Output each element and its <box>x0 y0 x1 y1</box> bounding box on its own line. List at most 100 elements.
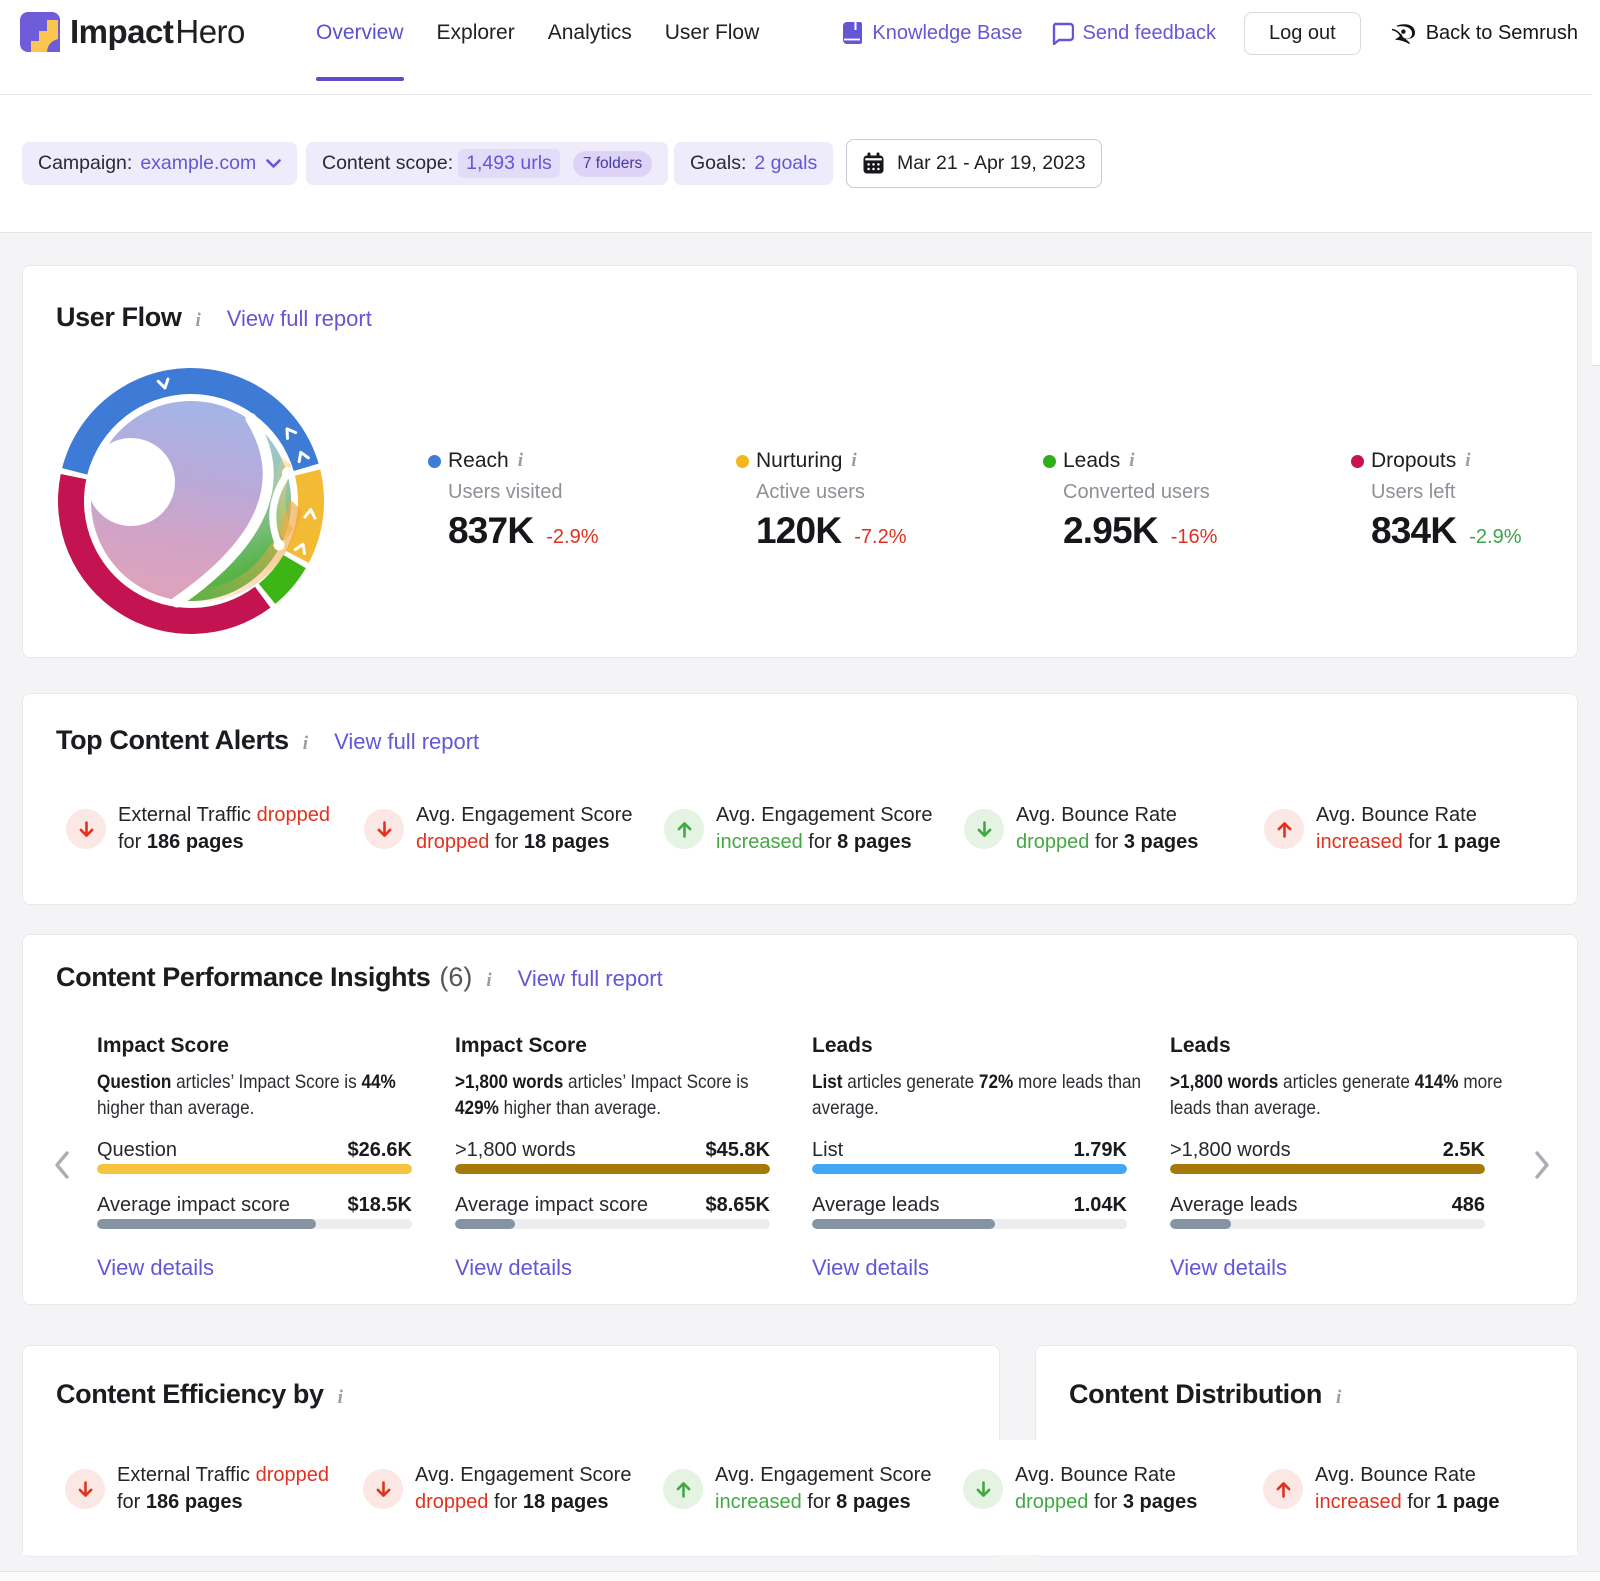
alert-item[interactable]: External Traffic dropped for 186 pages <box>65 1462 329 1516</box>
book-icon <box>843 22 863 44</box>
content-scope-value[interactable]: 1,493 urls <box>458 149 560 178</box>
info-icon[interactable]: i <box>1129 450 1135 471</box>
nav-item-label: Overview <box>316 21 404 44</box>
alert-item[interactable]: External Traffic dropped for 186 pages <box>66 802 330 856</box>
scrollbar-thumb[interactable] <box>1592 233 1600 366</box>
info-icon[interactable]: i <box>1335 1387 1342 1408</box>
insight-card[interactable]: Impact Score Question articles’ Impact Sc… <box>97 1034 412 1281</box>
header-actions: Knowledge Base Send feedback Log out Bac… <box>842 0 1578 66</box>
text-segment: 3 pages <box>1123 831 1199 853</box>
text-segment: Avg. Bounce Rate <box>1015 1464 1176 1486</box>
legend-label: Reach <box>448 449 509 472</box>
legend-subtitle: Users visited <box>448 481 563 503</box>
insight-card[interactable]: Leads List articles generate 72% more lea… <box>812 1034 1141 1281</box>
text-segment: dropped <box>1016 831 1090 853</box>
alert-line-2: dropped for 3 pages <box>1015 1489 1197 1516</box>
flow-segment-leads[interactable] <box>258 554 306 604</box>
view-details-link[interactable]: View details <box>812 1255 929 1280</box>
alert-item[interactable]: Avg. Engagement Score dropped for 18 page… <box>363 1462 631 1516</box>
date-range-value: Mar 21 - Apr 19, 2023 <box>897 152 1086 174</box>
nav-item-explorer[interactable]: Explorer <box>437 21 515 45</box>
insight-card[interactable]: Impact Score >1,800 words articles’ Impac… <box>455 1034 770 1281</box>
back-to-semrush-link[interactable]: Back to Semrush <box>1391 22 1578 45</box>
insight-bar-label: >1,800 words <box>455 1139 576 1161</box>
flow-segment-dropouts[interactable] <box>57 474 271 634</box>
legend-subtitle: Active users <box>756 481 865 503</box>
text-segment: more <box>1458 1071 1503 1093</box>
info-icon[interactable]: i <box>1465 450 1471 471</box>
nav-item-label: Analytics <box>547 21 632 44</box>
info-icon[interactable]: i <box>851 450 857 471</box>
insight-bar-track <box>97 1164 412 1174</box>
alert-text: Avg. Engagement Score increased for 8 pag… <box>716 802 932 856</box>
legend-delta: -16% <box>1170 526 1218 548</box>
app-logo[interactable]: ImpactHero <box>20 12 245 52</box>
insight-bar-fill <box>97 1164 412 1174</box>
user-flow-view-full-report-link[interactable]: View full report <box>226 306 372 331</box>
info-icon[interactable]: i <box>486 970 492 991</box>
campaign-value[interactable]: example.com <box>140 152 257 174</box>
insight-bar-value: 486 <box>1451 1194 1485 1216</box>
insight-card-description-line: 429% higher than average. <box>455 1095 732 1121</box>
view-details-link[interactable]: View details <box>97 1255 214 1280</box>
alert-item[interactable]: Avg. Bounce Rate dropped for 3 pages <box>963 1462 1197 1516</box>
campaign-filter[interactable]: Campaign: example.com <box>22 142 298 185</box>
alert-text: Avg. Bounce Rate dropped for 3 pages <box>1016 802 1198 856</box>
text-segment: increased <box>1316 831 1403 853</box>
goals-filter[interactable]: Goals: 2 goals <box>674 142 834 185</box>
alert-item[interactable]: Avg. Engagement Score dropped for 18 page… <box>364 802 632 856</box>
alert-item[interactable]: Avg. Engagement Score increased for 8 pag… <box>664 802 932 856</box>
content-divider <box>0 232 1592 233</box>
info-icon[interactable]: i <box>517 450 523 471</box>
legend-subtitle: Users left <box>1371 481 1456 503</box>
insight-card[interactable]: Leads >1,800 words articles generate 414%… <box>1170 1034 1502 1281</box>
insight-bar-fill <box>97 1219 316 1229</box>
insight-bar-value: $18.5K <box>347 1194 413 1216</box>
text-segment: increased <box>716 831 803 853</box>
nav-item-user-flow[interactable]: User Flow <box>665 21 760 45</box>
carousel-left-icon[interactable] <box>49 1149 75 1181</box>
date-range-picker[interactable]: Mar 21 - Apr 19, 2023 <box>846 139 1102 188</box>
alerts-view-full-report-link[interactable]: View full report <box>334 729 480 754</box>
impacthero-logo-icon <box>20 12 60 52</box>
flow-segment-reach[interactable] <box>62 367 319 475</box>
carousel-right-icon[interactable] <box>1529 1149 1555 1181</box>
knowledge-base-link[interactable]: Knowledge Base <box>842 21 1023 45</box>
text-segment: for <box>1089 831 1124 853</box>
view-details-link[interactable]: View details <box>1170 1255 1287 1280</box>
info-icon[interactable]: i <box>302 733 309 754</box>
log-out-button[interactable]: Log out <box>1243 11 1361 55</box>
text-segment: articles’ Impact Score is <box>563 1071 749 1093</box>
folders-badge[interactable]: 7 folders <box>572 150 653 177</box>
insights-view-full-report-link[interactable]: View full report <box>517 966 663 991</box>
user-flow-chart[interactable] <box>51 361 331 641</box>
info-icon[interactable]: i <box>195 310 201 331</box>
insight-bar-fill <box>1170 1164 1485 1174</box>
goals-value[interactable]: 2 goals <box>754 152 818 174</box>
send-feedback-link[interactable]: Send feedback <box>1051 22 1216 45</box>
nav-item-overview[interactable]: Overview <box>316 21 404 45</box>
content-scope-filter[interactable]: Content scope: 1,493 urls 7 folders <box>306 142 669 185</box>
content-performance-insights-title: Content Performance Insights <box>56 962 431 992</box>
insight-bar-label: Average leads <box>812 1194 940 1216</box>
alert-item[interactable]: Avg. Engagement Score increased for 8 pag… <box>663 1462 931 1516</box>
alert-item[interactable]: Avg. Bounce Rate increased for 1 page <box>1264 802 1501 856</box>
insight-card-description-line: higher than average. <box>97 1095 374 1121</box>
insight-bar-value: 1.04K <box>1073 1194 1127 1216</box>
info-icon[interactable]: i <box>337 1387 343 1408</box>
nav-item-analytics[interactable]: Analytics <box>548 21 632 45</box>
legend-dot-icon <box>1351 454 1364 468</box>
knowledge-base-label: Knowledge Base <box>872 21 1023 44</box>
alert-item[interactable]: Avg. Bounce Rate increased for 1 page <box>1263 1462 1500 1516</box>
insight-card-description-line: average. <box>812 1095 1089 1121</box>
alert-item[interactable]: Avg. Bounce Rate dropped for 3 pages <box>964 802 1198 856</box>
insight-bar-fill <box>1170 1219 1232 1229</box>
insight-bar-label-row: Average leads 486 <box>1170 1194 1485 1217</box>
text-segment: 1 page <box>1436 1491 1500 1513</box>
view-details-link[interactable]: View details <box>455 1255 572 1280</box>
insight-bar-track <box>1170 1219 1485 1229</box>
arrow-down-green-icon <box>976 1480 990 1497</box>
insight-bar-label: Average leads <box>1170 1194 1298 1216</box>
alert-line-1: Avg. Bounce Rate <box>1015 1462 1197 1489</box>
insight-bar-track <box>455 1164 770 1174</box>
